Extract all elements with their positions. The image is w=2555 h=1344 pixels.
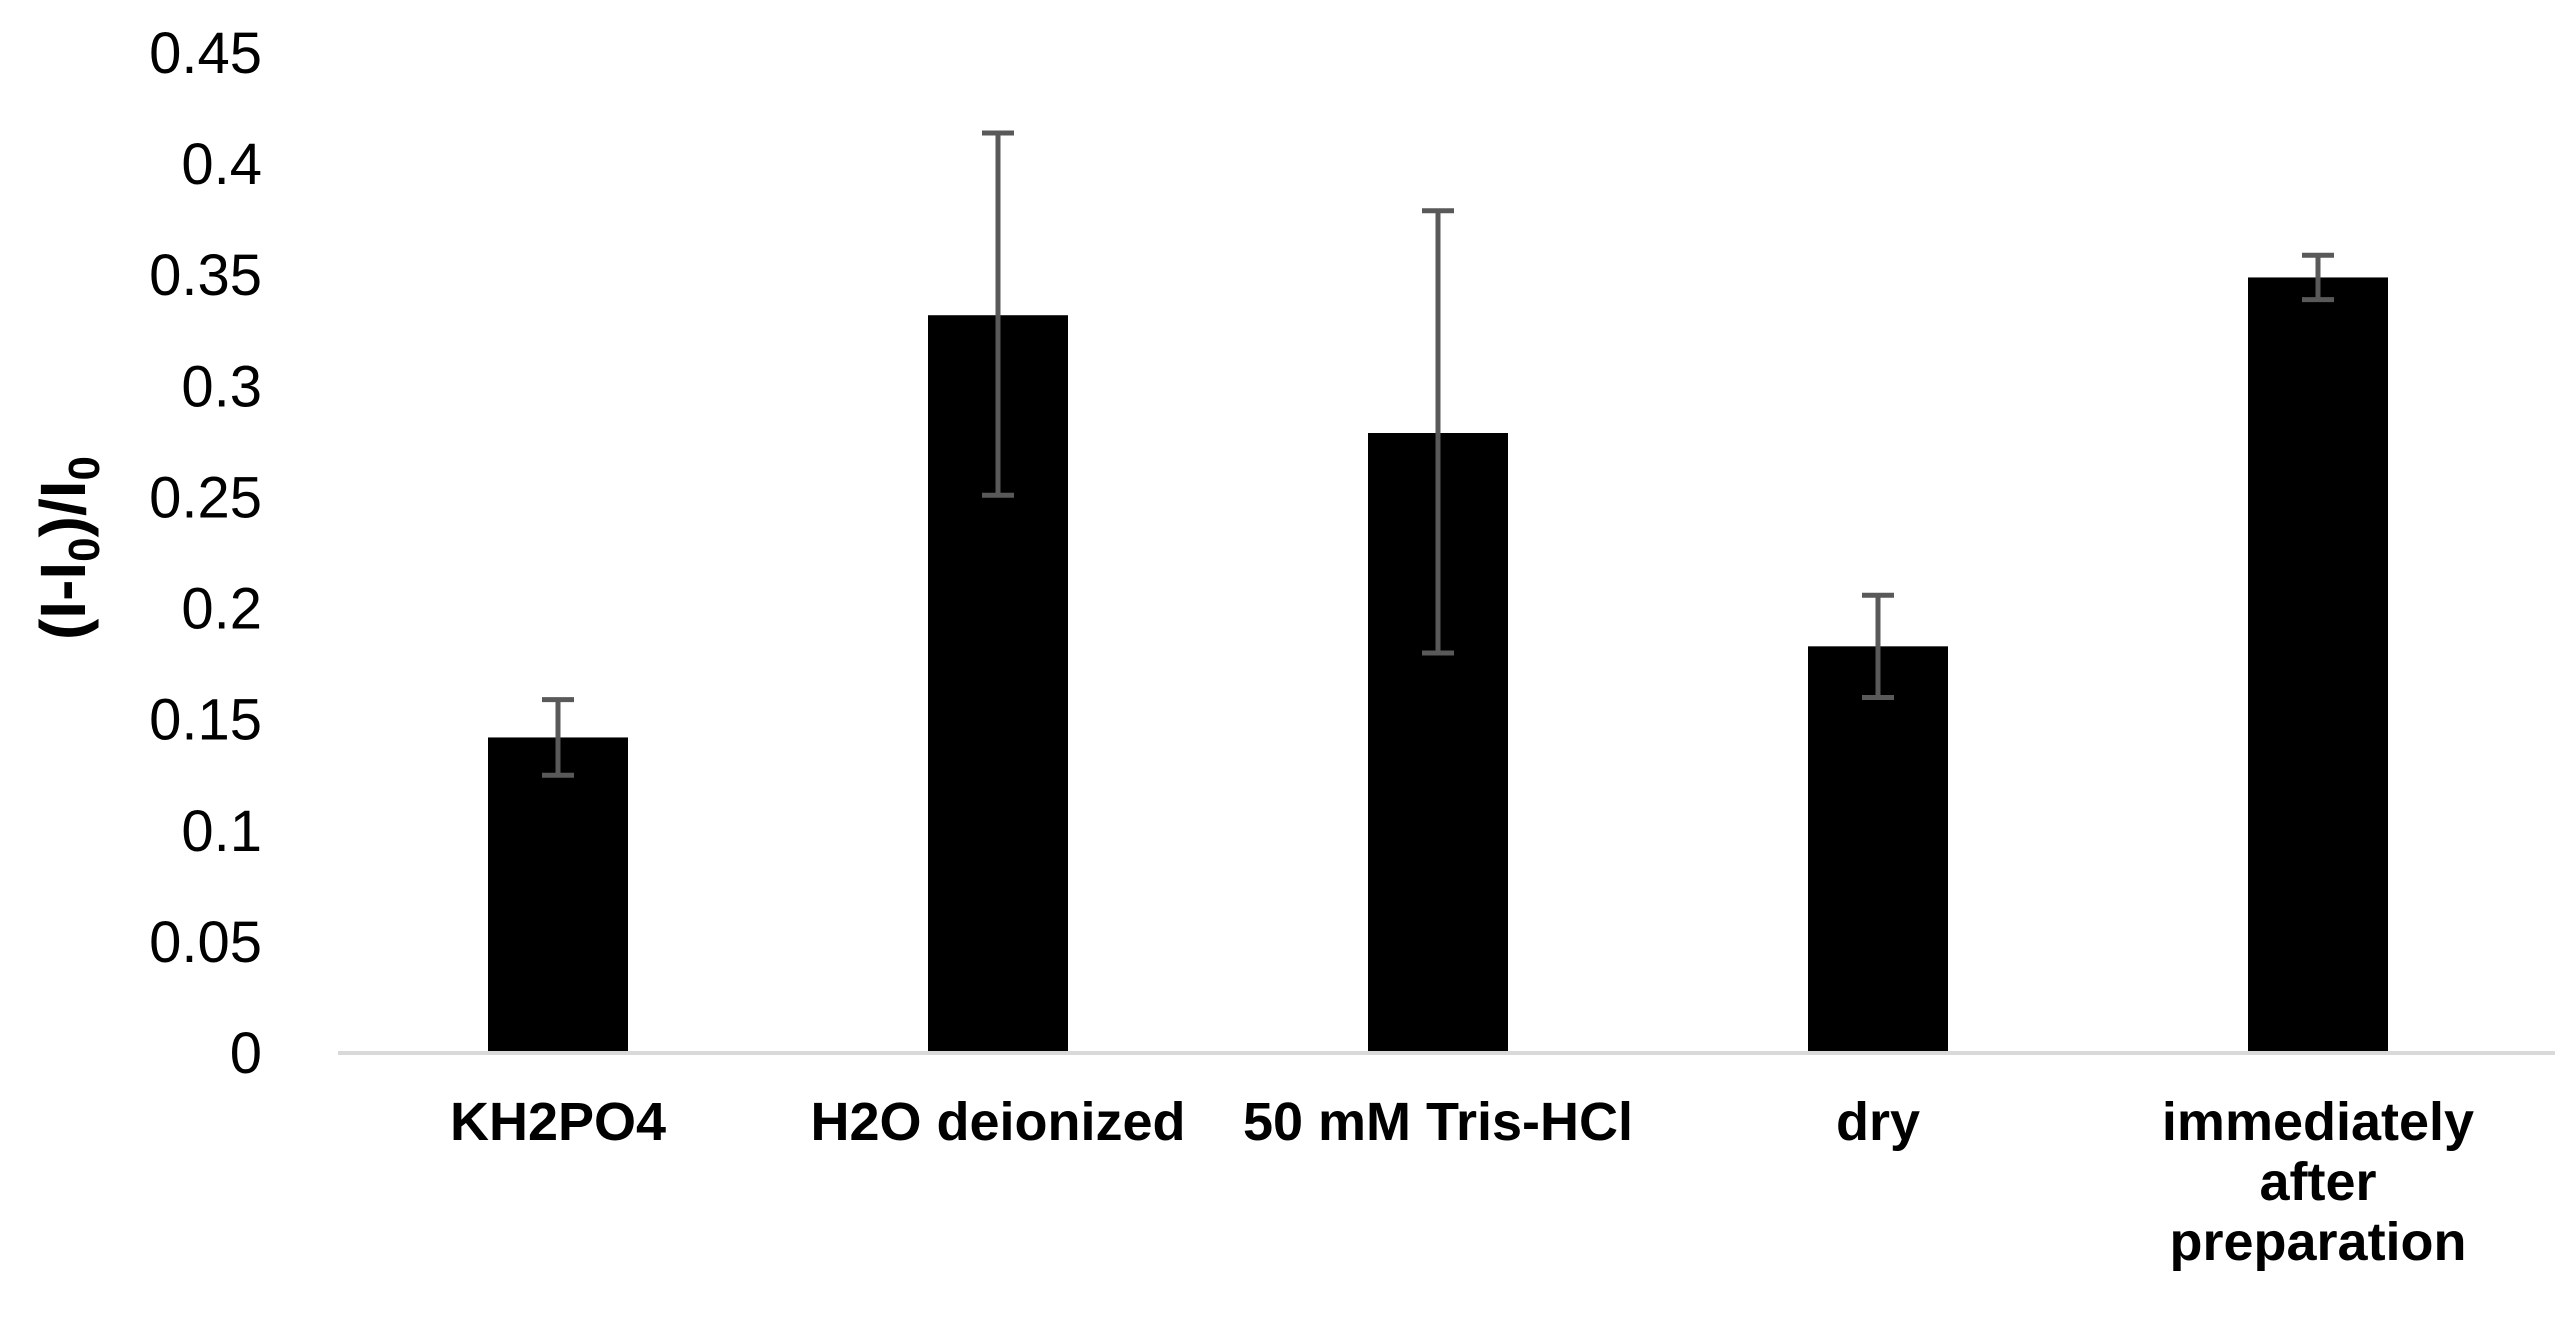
y-axis-title-main: (I-I <box>27 562 99 640</box>
x-tick-label-line: 50 mM Tris-HCl <box>1243 1092 1633 1152</box>
x-tick-label: KH2PO4 <box>450 1092 666 1152</box>
x-tick-label-line: preparation <box>2169 1212 2466 1272</box>
y-axis-title-sub1: 0 <box>60 537 109 561</box>
y-tick-label: 0.05 <box>149 910 262 975</box>
x-tick-label: dry <box>1836 1092 1920 1152</box>
error-bar <box>2302 252 2334 303</box>
y-tick-label: 0 <box>230 1021 262 1086</box>
x-tick-label: H2O deionized <box>810 1092 1185 1152</box>
y-tick-label: 0.4 <box>181 132 262 197</box>
error-bar <box>1862 592 1894 700</box>
y-tick-label: 0.3 <box>181 354 262 419</box>
x-tick-label-line: immediately <box>2162 1092 2474 1152</box>
y-tick-label: 0.2 <box>181 577 262 642</box>
y-tick-label: 0.35 <box>149 243 262 308</box>
y-axis-title-sub2: 0 <box>60 456 109 480</box>
x-axis-labels: KH2PO4 H2O deionized 50 mM Tris-HCl dry imme… <box>450 1092 2474 1272</box>
x-tick-label-line: H2O deionized <box>810 1092 1185 1152</box>
error-bar <box>542 697 574 778</box>
error-bar <box>1422 208 1454 656</box>
y-tick-label: 0.15 <box>149 688 262 753</box>
y-tick-label: 0.25 <box>149 465 262 530</box>
x-tick-label-line: dry <box>1836 1092 1920 1152</box>
bar <box>2248 277 2388 1053</box>
bar <box>488 737 628 1053</box>
y-axis-title: (I-I0)/I0 <box>27 456 109 640</box>
y-tick-label: 0.1 <box>181 799 262 864</box>
error-bar <box>982 130 1014 498</box>
error-bars <box>542 130 2334 778</box>
y-tick-label: 0.45 <box>149 21 262 86</box>
x-tick-label: immediately after preparation <box>2162 1092 2474 1272</box>
x-tick-label: 50 mM Tris-HCl <box>1243 1092 1633 1152</box>
bars <box>488 277 2388 1053</box>
x-tick-label-line: after <box>2259 1152 2376 1212</box>
y-axis-title-mid: )/I <box>27 480 99 537</box>
y-axis-ticks: 0 0.05 0.1 0.15 0.2 0.25 0.3 0.35 0.4 0.45 <box>149 21 262 1086</box>
x-tick-label-line: KH2PO4 <box>450 1092 666 1152</box>
bar <box>1808 646 1948 1053</box>
